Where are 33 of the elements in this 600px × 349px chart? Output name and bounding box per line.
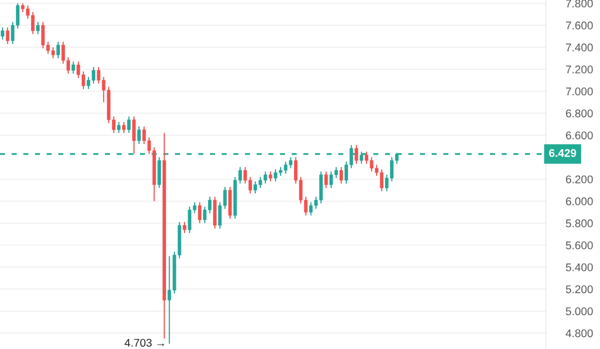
candlestick <box>198 202 202 224</box>
y-tick-label: 4.800 <box>566 329 593 338</box>
candlestick <box>132 116 136 154</box>
y-tick-label: 6.800 <box>566 109 593 118</box>
y-tick-label: 5.400 <box>566 263 593 272</box>
annotation: 4.703 → <box>124 338 164 347</box>
candlestick <box>127 116 131 134</box>
y-tick-label: 5.600 <box>566 241 593 250</box>
candlestick <box>268 170 272 182</box>
y-tick-label: 7.600 <box>566 22 593 30</box>
candlestick <box>324 170 328 189</box>
candlestick <box>340 166 343 184</box>
y-tick-label: 6.000 <box>566 197 593 206</box>
candlestick <box>137 126 141 145</box>
candlestick <box>0 26 4 40</box>
y-tick-label: 7.400 <box>566 44 593 52</box>
y-tick-label: 6.600 <box>566 131 593 140</box>
y-tick-label: 5.800 <box>566 219 593 228</box>
y-tick-label: 7.800 <box>566 0 593 8</box>
candlestick <box>122 121 126 134</box>
candlestick <box>354 144 358 164</box>
candlestick <box>117 121 121 134</box>
candlestick <box>72 61 76 74</box>
y-tick-label: 6.200 <box>566 175 593 184</box>
candlestick <box>56 41 60 59</box>
ref-line-label: 6.429 <box>549 149 576 157</box>
y-tick-label: 5.000 <box>566 307 593 316</box>
candlestick <box>182 221 186 234</box>
candlestick <box>6 26 10 45</box>
y-tick-label: 7.000 <box>566 88 593 96</box>
y-tick-label: 5.200 <box>566 285 593 294</box>
candlestick <box>36 21 40 35</box>
y-tick-label: 7.200 <box>566 66 593 74</box>
